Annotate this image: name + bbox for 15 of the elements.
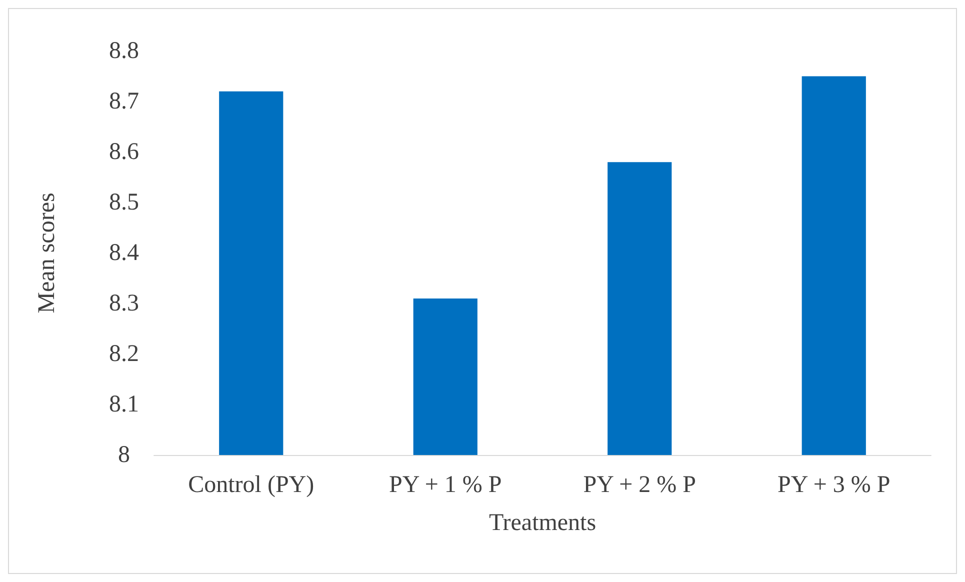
y-tick-label: 8.5 — [109, 190, 139, 216]
y-tick-label: 8.3 — [109, 290, 139, 316]
y-tick-label: 8.4 — [109, 240, 139, 266]
y-axis-title: Mean scores — [34, 192, 60, 314]
x-tick-label: Control (PY) — [188, 472, 314, 498]
x-axis-title: Treatments — [488, 510, 596, 536]
y-tick-label: 8.7 — [109, 88, 139, 114]
y-tick-label: 8.8 — [109, 38, 139, 64]
y-tick-label: 8.2 — [109, 341, 139, 367]
y-tick-label: 8 — [118, 442, 130, 468]
y-tick-label: 8.1 — [109, 392, 139, 418]
x-tick-label: PY + 2 % P — [583, 472, 696, 498]
x-tick-label: PY + 1 % P — [389, 472, 502, 498]
x-tick-label: PY + 3 % P — [778, 472, 890, 498]
y-tick-label: 8.6 — [109, 139, 139, 165]
